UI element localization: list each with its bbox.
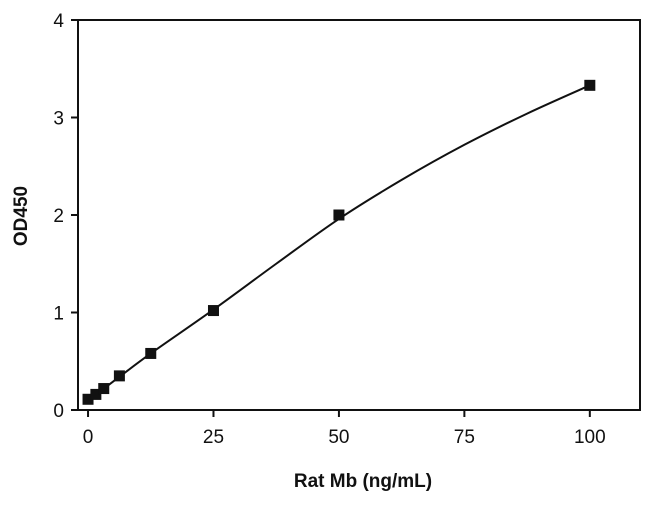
data-point-0 [82, 393, 94, 405]
data-point-7 [584, 79, 596, 91]
y-axis-title: OD450 [11, 186, 32, 246]
data-points [82, 79, 596, 405]
y-tick-label-1: 1 [53, 304, 64, 325]
y-tick-label-2: 2 [53, 206, 64, 227]
x-tick-label-25: 25 [203, 427, 224, 448]
data-point-1 [90, 388, 102, 400]
data-point-5 [207, 305, 219, 317]
x-axis-title: Rat Mb (ng/mL) [294, 471, 432, 492]
y-tick-label-4: 4 [53, 11, 64, 32]
fit-curve [87, 84, 591, 401]
y-tick-label-0: 0 [53, 401, 64, 422]
x-tick-label-75: 75 [454, 427, 475, 448]
y-axis-ticks: 0 1 2 3 4 [53, 11, 78, 422]
x-axis-ticks: 0 25 50 75 100 [83, 410, 606, 448]
y-tick-label-3: 3 [53, 109, 64, 130]
x-tick-label-0: 0 [83, 427, 94, 448]
data-point-4 [145, 347, 157, 359]
x-tick-label-50: 50 [328, 427, 349, 448]
x-tick-label-100: 100 [574, 427, 606, 448]
plot-frame [77, 19, 641, 411]
data-point-2 [98, 383, 110, 395]
data-point-3 [113, 370, 125, 382]
data-point-6 [333, 209, 345, 221]
